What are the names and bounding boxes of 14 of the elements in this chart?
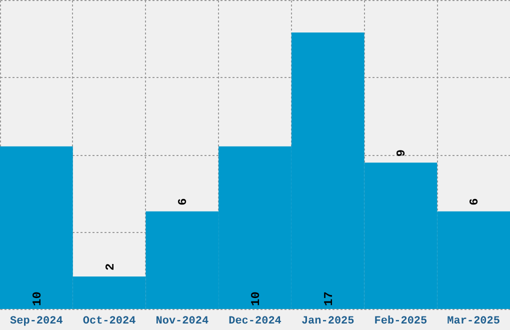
data-label: 9 (394, 149, 409, 157)
data-label: 10 (30, 292, 44, 306)
data-label: 17 (322, 292, 336, 306)
x-tick-label: Feb-2025 (374, 316, 428, 328)
data-label: 6 (468, 198, 482, 206)
x-tick-label: Oct-2024 (82, 316, 136, 328)
data-label: 10 (249, 292, 263, 306)
x-tick-label: Jan-2025 (301, 316, 355, 328)
x-tick-label: Mar-2025 (447, 316, 500, 328)
x-tick-label: Sep-2024 (10, 316, 64, 328)
x-tick-label: Dec-2024 (228, 316, 282, 328)
data-label: 6 (176, 198, 190, 206)
x-tick-label: Nov-2024 (156, 316, 209, 328)
data-label: 2 (103, 263, 118, 270)
